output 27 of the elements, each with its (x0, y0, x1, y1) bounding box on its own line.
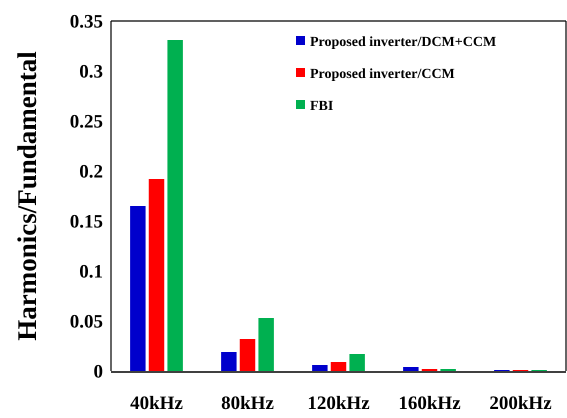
x-tick-label: 80kHz (221, 393, 274, 414)
y-tick-label: 0.05 (70, 312, 103, 333)
bar (240, 339, 256, 371)
bar (221, 352, 237, 371)
bar (130, 206, 146, 371)
bar (258, 318, 274, 371)
bar (148, 179, 164, 371)
bar (167, 40, 183, 371)
bar (403, 367, 419, 371)
y-axis-title: Harmonics/Fundamental (12, 50, 42, 341)
x-tick-label: 40kHz (130, 393, 184, 414)
x-tick-label: 120kHz (307, 393, 370, 414)
y-tick-label: 0.1 (79, 262, 103, 283)
legend-label: FBI (310, 98, 334, 114)
bar (349, 354, 365, 371)
y-tick-label: 0.3 (79, 62, 103, 83)
x-tick-label: 200kHz (489, 393, 552, 414)
y-tick-label: 0.2 (79, 162, 103, 183)
x-tick-label: 160kHz (398, 393, 462, 414)
legend-label: Proposed inverter/DCM+CCM (310, 34, 496, 50)
legend-label: Proposed inverter/CCM (310, 66, 455, 82)
bar (330, 362, 346, 371)
y-tick-label: 0.15 (70, 212, 103, 233)
y-tick-label: 0.25 (70, 112, 103, 133)
y-tick-label: 0 (94, 362, 103, 383)
bar (312, 365, 328, 371)
y-tick-label: 0.35 (70, 12, 103, 33)
